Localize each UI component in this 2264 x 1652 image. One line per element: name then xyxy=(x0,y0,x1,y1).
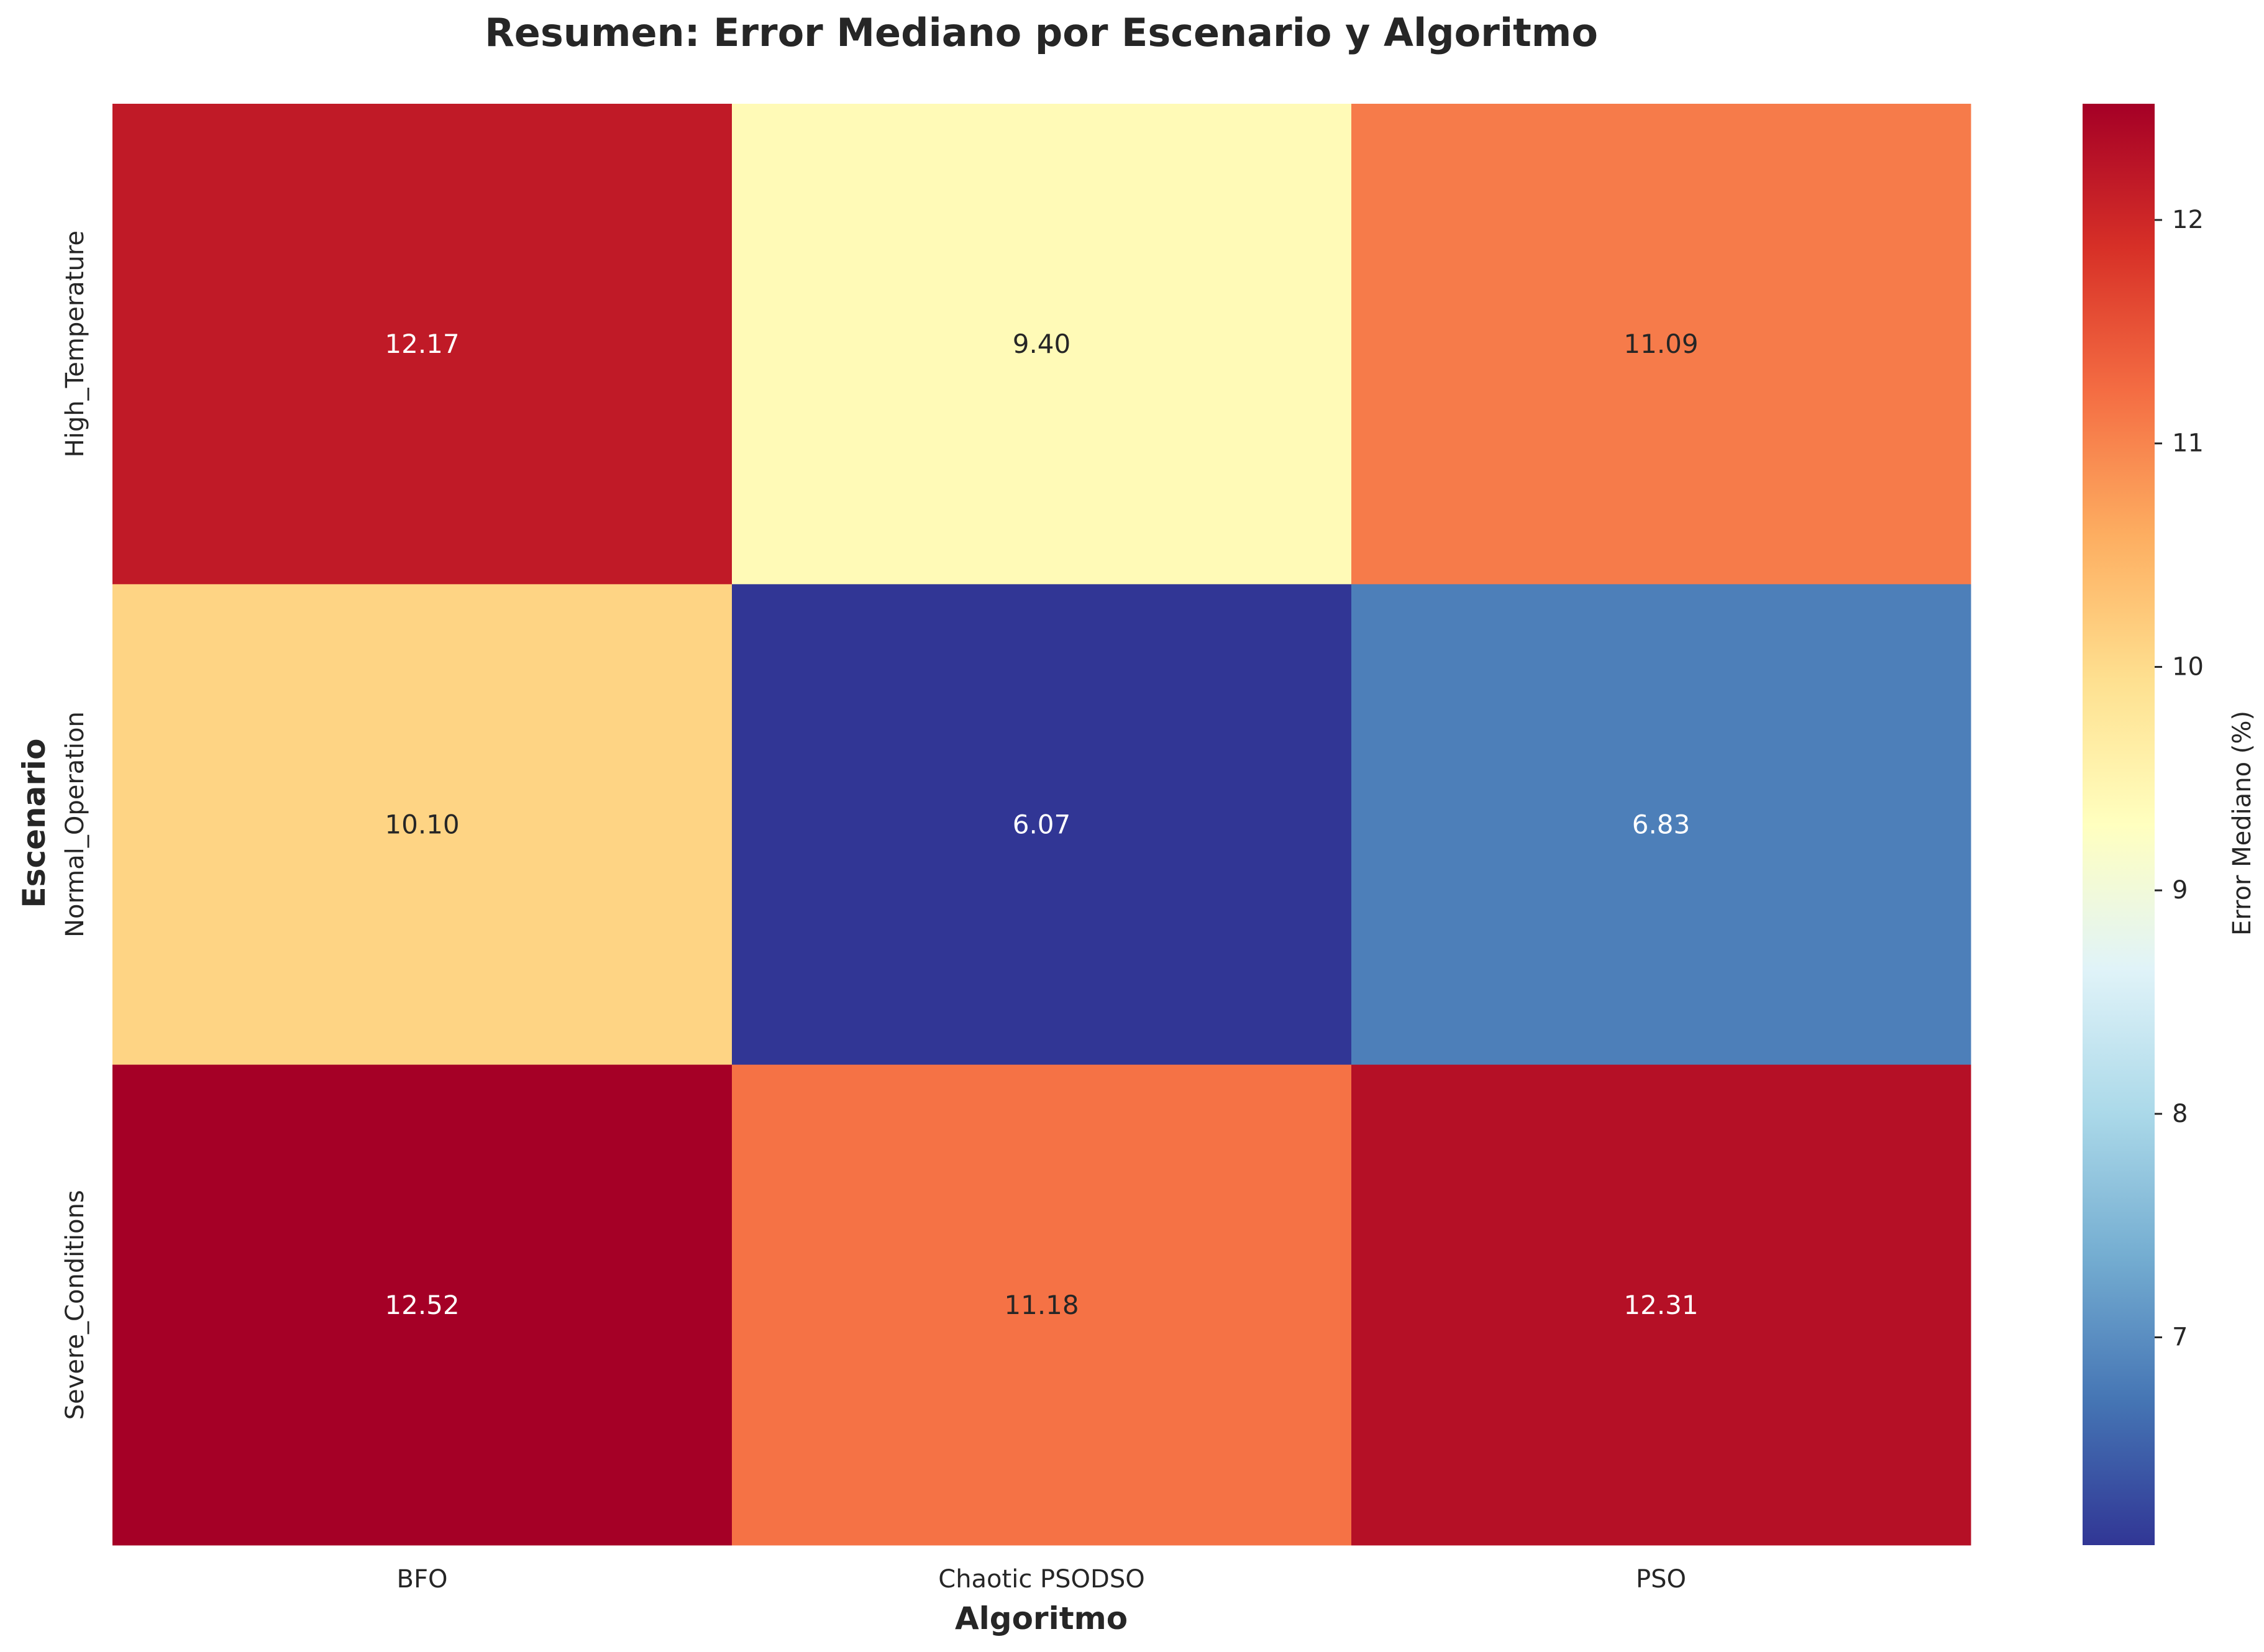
colorbar-tick-label: 10 xyxy=(2172,652,2204,681)
heatmap-cell xyxy=(112,1064,733,1546)
x-axis-ticks: BFO Chaotic PSODSO PSO xyxy=(397,1565,1686,1594)
x-tick-label: BFO xyxy=(397,1565,448,1594)
y-axis-label: Escenario xyxy=(16,739,52,908)
heatmap-cell xyxy=(732,104,1352,585)
colorbar xyxy=(2083,104,2155,1545)
colorbar-tick-label: 9 xyxy=(2172,876,2188,905)
heatmap-cell-labels: 12.17 9.40 11.09 10.10 6.07 6.83 12.52 11.18 12.… xyxy=(385,329,1698,1320)
cell-value-label: 12.17 xyxy=(385,329,459,359)
colorbar-ticks: 7 8 9 10 11 12 xyxy=(2155,206,2204,1351)
colorbar-tick-label: 11 xyxy=(2172,429,2204,458)
colorbar-tick-label: 7 xyxy=(2172,1323,2188,1351)
cell-value-label: 12.31 xyxy=(1623,1290,1698,1320)
chart-title: Resumen: Error Mediano por Escenario y A… xyxy=(485,10,1598,55)
x-tick-label: PSO xyxy=(1636,1565,1686,1594)
heatmap-cell xyxy=(112,584,733,1066)
y-tick-label: Severe_Conditions xyxy=(61,1190,89,1420)
cell-value-label: 10.10 xyxy=(385,810,459,840)
y-axis-ticks: High_Temperature Normal_Operation Severe_C… xyxy=(61,230,89,1420)
x-axis-label: Algoritmo xyxy=(955,1600,1128,1636)
x-tick-label: Chaotic PSODSO xyxy=(938,1565,1144,1594)
cell-value-label: 6.07 xyxy=(1013,810,1071,840)
heatmap-cell xyxy=(1351,104,1971,585)
cell-value-label: 11.18 xyxy=(1004,1290,1079,1320)
colorbar-tick-label: 8 xyxy=(2172,1100,2188,1128)
heatmap-cell xyxy=(1351,584,1971,1066)
colorbar-tick-label: 12 xyxy=(2172,206,2204,234)
cell-value-label: 12.52 xyxy=(385,1290,459,1320)
heatmap-cells xyxy=(112,104,1971,1546)
heatmap-cell xyxy=(732,584,1352,1066)
cell-value-label: 9.40 xyxy=(1013,329,1071,359)
heatmap-cell xyxy=(732,1064,1352,1546)
cell-value-label: 6.83 xyxy=(1632,810,1691,840)
colorbar-label: Error Mediano (%) xyxy=(2228,711,2257,936)
y-tick-label: High_Temperature xyxy=(61,230,89,457)
heatmap-cell xyxy=(1351,1064,1971,1546)
heatmap-cell xyxy=(112,104,733,585)
cell-value-label: 11.09 xyxy=(1623,329,1698,359)
y-tick-label: Normal_Operation xyxy=(61,711,89,938)
